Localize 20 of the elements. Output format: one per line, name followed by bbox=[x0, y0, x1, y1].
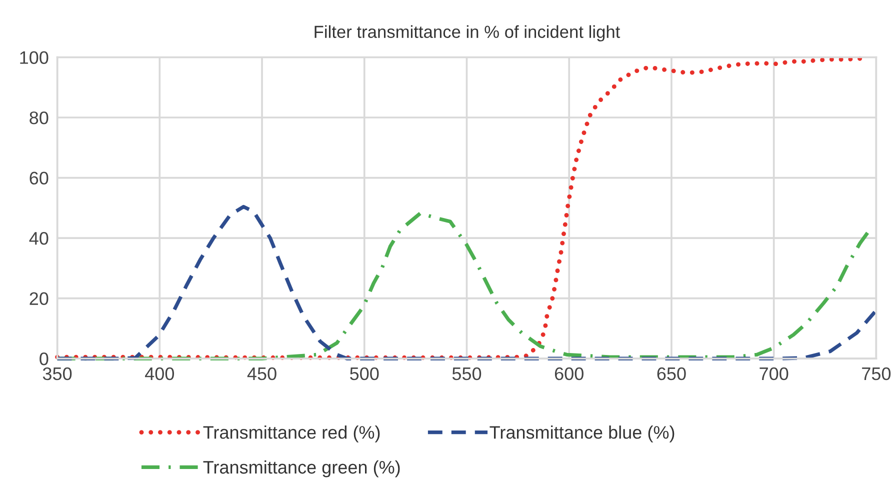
y-tick-label: 40 bbox=[29, 232, 48, 245]
legend-label: Transmittance blue (%) bbox=[490, 426, 674, 442]
chart-title: Filter transmittance in % of incident light bbox=[314, 25, 620, 42]
x-tick-label: 350 bbox=[42, 367, 72, 380]
legend-label: Transmittance green (%) bbox=[203, 460, 400, 478]
legend-label: Transmittance red (%) bbox=[203, 426, 380, 442]
y-tick-label: 100 bbox=[20, 51, 48, 64]
x-tick-label: 400 bbox=[145, 367, 174, 380]
x-tick-label: 500 bbox=[350, 367, 379, 380]
x-tick-label: 650 bbox=[657, 367, 686, 380]
x-tick-label: 750 bbox=[862, 367, 891, 380]
y-tick-label: 0 bbox=[40, 352, 48, 366]
y-tick-label: 20 bbox=[30, 292, 48, 306]
y-tick-label: 60 bbox=[30, 172, 48, 185]
x-tick-label: 450 bbox=[247, 367, 276, 380]
y-tick-label: 80 bbox=[30, 111, 48, 124]
line-series bbox=[55, 56, 865, 360]
x-tick-label: 700 bbox=[760, 367, 788, 380]
x-tick-label: 600 bbox=[554, 367, 584, 380]
x-tick-label: 550 bbox=[452, 367, 482, 380]
